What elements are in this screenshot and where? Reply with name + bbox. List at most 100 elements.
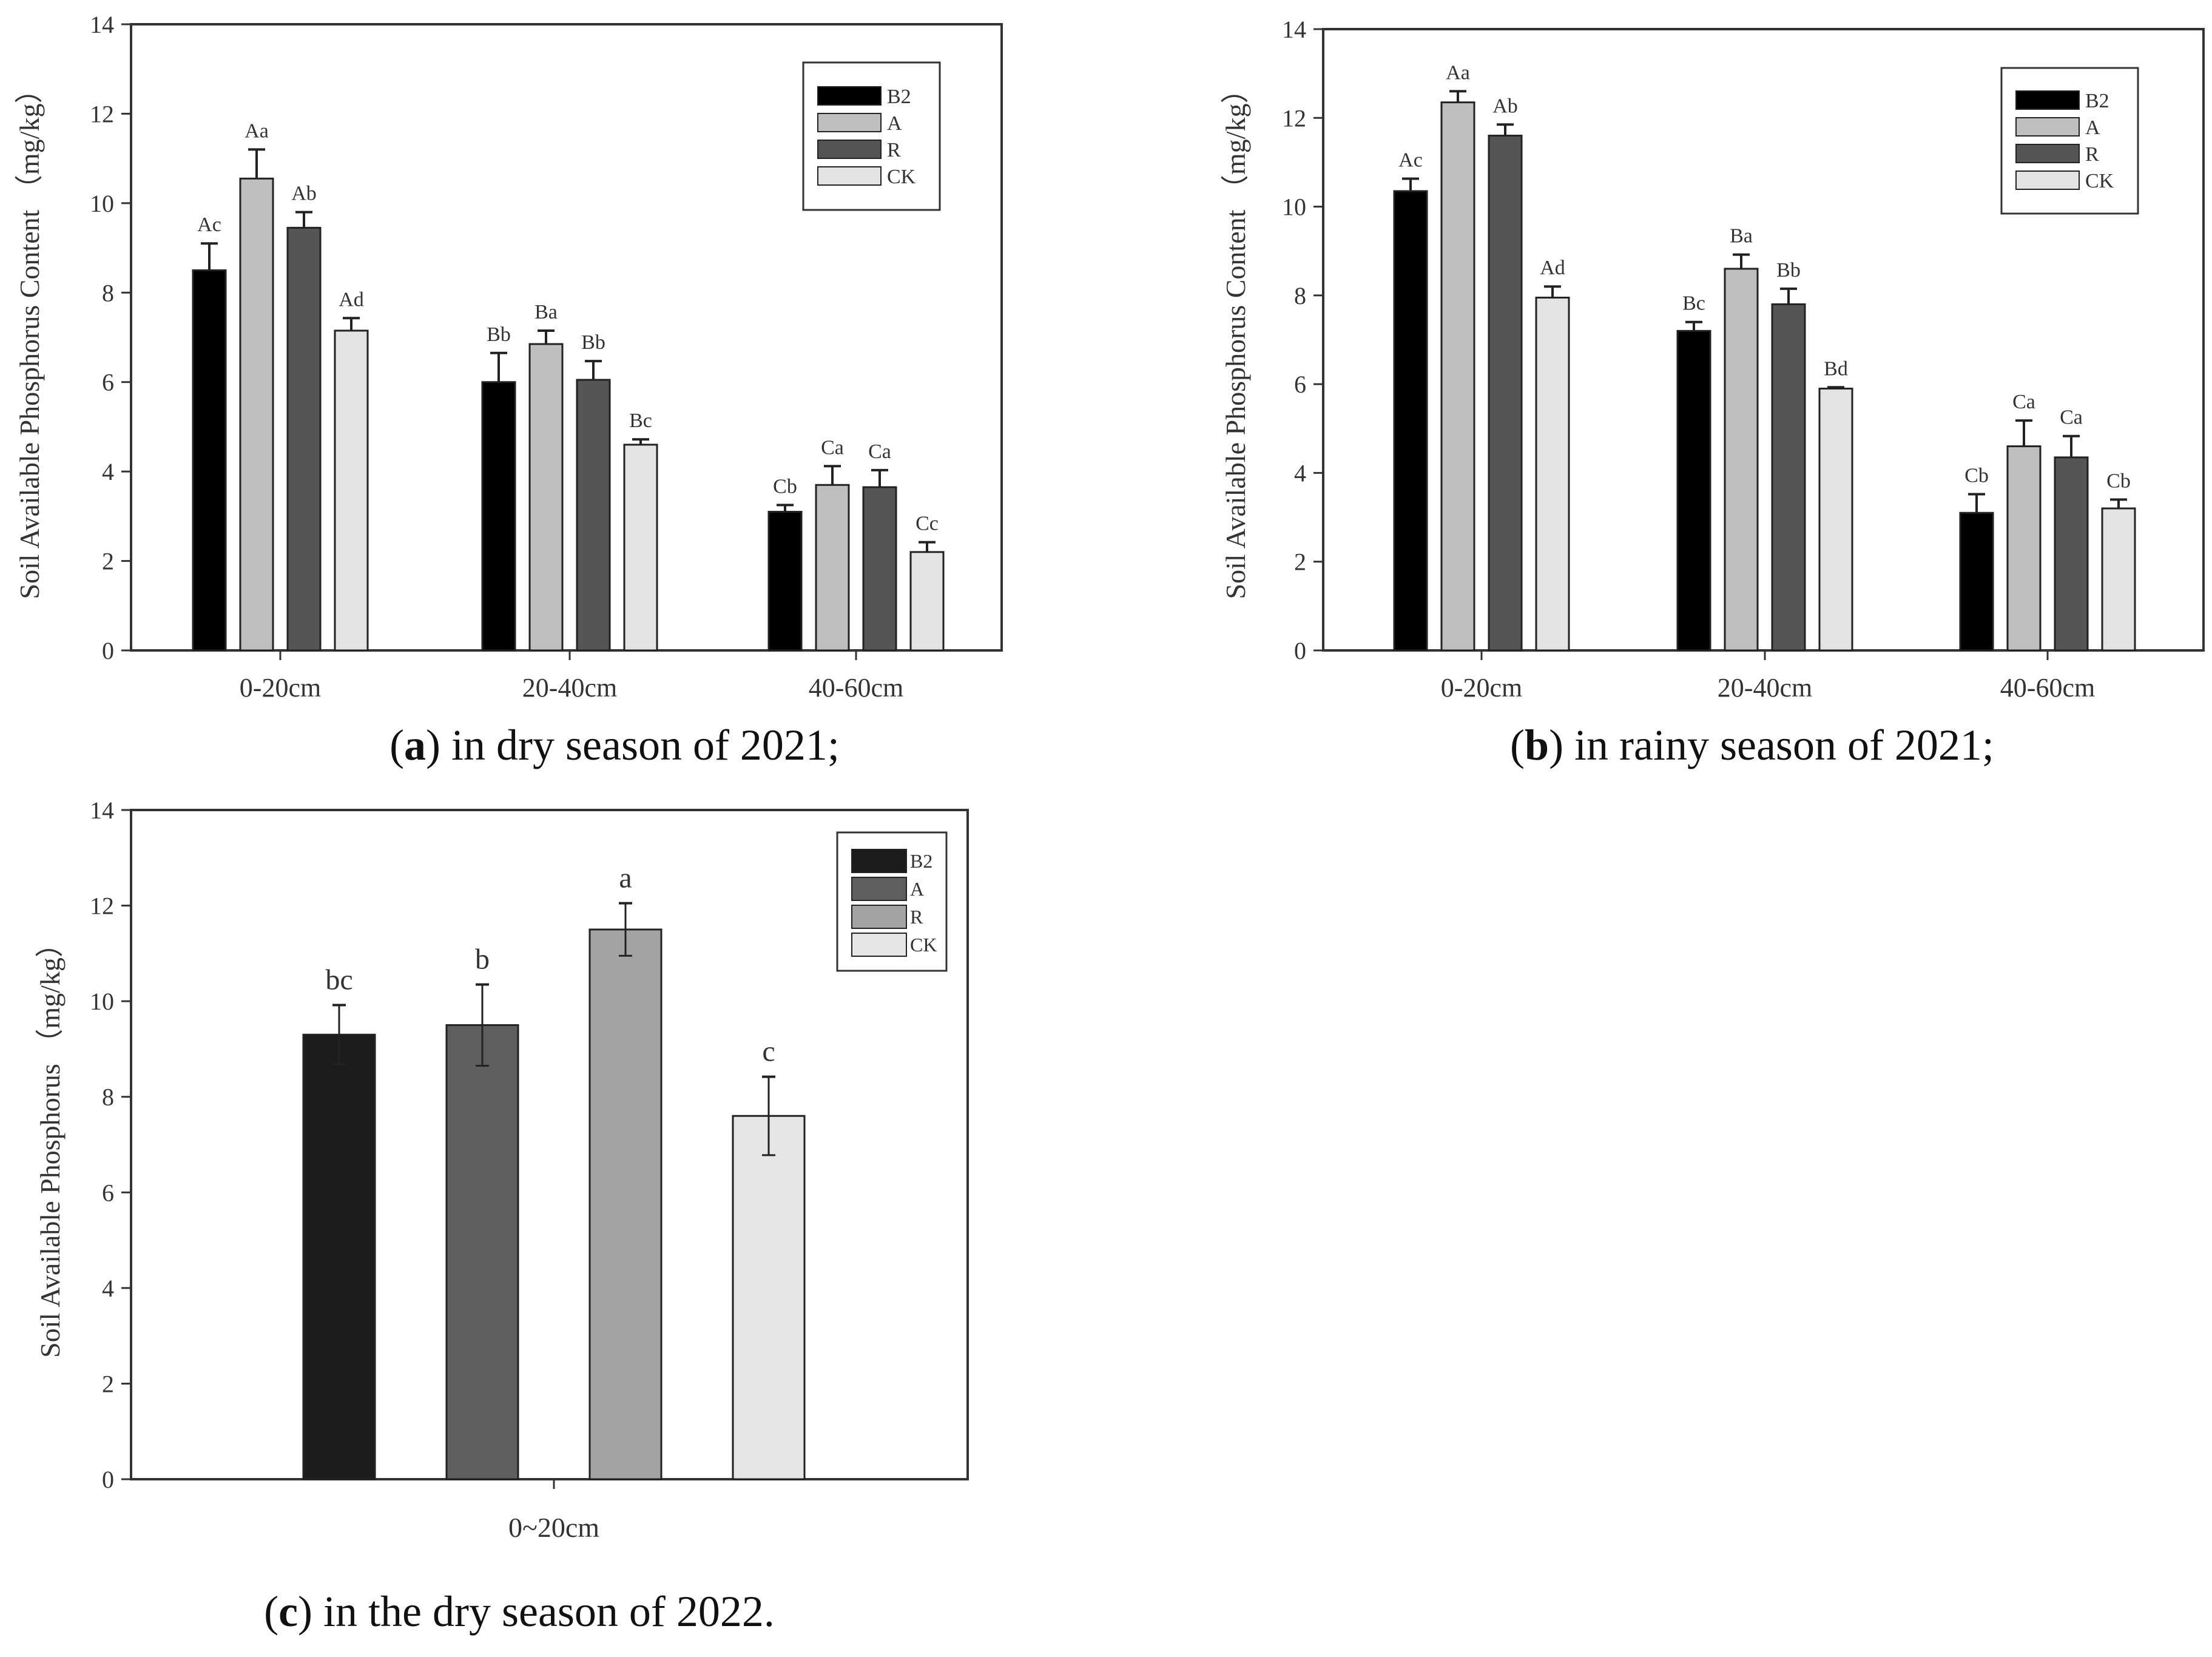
caption-a-letter: a <box>404 721 426 769</box>
caption-b-letter: b <box>1525 721 1549 769</box>
significance-label: Ad <box>1540 257 1565 279</box>
y-tick-label: 8 <box>1294 282 1306 309</box>
chart-a-frame <box>130 23 1003 652</box>
caption-c: (c) in the dry season of 2022. <box>264 1587 775 1636</box>
bar-b2-0-20cm <box>192 269 227 652</box>
caption-c-text: ) in the dry season of 2022. <box>298 1587 775 1636</box>
legend-swatch-r <box>2015 144 2080 163</box>
significance-label: Ba <box>1730 225 1753 248</box>
bar-r-0-20cm <box>588 928 663 1480</box>
bar-b2-20-40cm <box>481 381 516 652</box>
significance-label: bc <box>325 963 352 996</box>
significance-label: Aa <box>244 120 269 142</box>
legend-swatch-ck <box>817 166 882 186</box>
chart-b-frame <box>1322 28 2205 652</box>
chart-c-categories: 0~20cm <box>508 1479 599 1543</box>
significance-label: Ac <box>1398 149 1423 171</box>
legend-swatch-b2 <box>817 86 882 106</box>
chart-b-legend-box <box>2000 67 2139 215</box>
chart-b: 0 2 4 6 8 10 12 14 Ac Bc Cb Aa Ba Ca Ab Bb Ca Ad Bd Cb 0-2… <box>1220 16 2205 703</box>
significance-label: Cb <box>773 475 797 498</box>
caption-b-text: ) in rainy season of 2021; <box>1549 721 1994 769</box>
y-tick-label: 10 <box>90 190 114 217</box>
y-tick-label: 12 <box>1282 104 1306 132</box>
chart-c-y-ticks: 0 2 4 6 8 10 12 14 <box>90 797 131 1493</box>
legend-swatch-ck <box>2015 170 2080 190</box>
bar-a-0-20cm <box>1440 101 1475 652</box>
chart-b-y-ticks: 0 2 4 6 8 10 12 14 <box>1282 16 1323 664</box>
chart-b-y-axis-label: Soil Available Phosphorus Content （mg/kg… <box>1220 76 1251 599</box>
y-tick-label: 0 <box>1294 637 1306 664</box>
y-tick-label: 6 <box>102 369 114 396</box>
legend-label-r: R <box>910 906 923 928</box>
significance-label: Cb <box>2106 470 2131 492</box>
legend-label-b2: B2 <box>887 86 911 108</box>
significance-label: b <box>475 943 490 976</box>
y-tick-label: 2 <box>102 1370 114 1397</box>
significance-label: Ca <box>2012 391 2035 413</box>
chart-a-categories: 0-20cm 20-40cm 40-60cm <box>240 650 903 703</box>
bar-ck-20-40cm <box>623 444 658 652</box>
significance-label: Ab <box>291 183 317 205</box>
legend-swatch-a <box>817 113 882 132</box>
legend-label-b2: B2 <box>910 850 932 872</box>
caption-a: (a) in dry season of 2021; <box>389 721 840 769</box>
caption-b: (b) in rainy season of 2021; <box>1510 721 1994 769</box>
significance-label: Ca <box>821 436 844 459</box>
bar-a-20-40cm <box>528 343 564 652</box>
y-tick-label: 4 <box>102 458 114 485</box>
category-label-40-60cm: 40-60cm <box>2000 673 2095 703</box>
chart-a-legend: B2 A R CK <box>802 61 941 211</box>
significance-label: Ca <box>868 440 891 463</box>
y-tick-label: 8 <box>102 279 114 306</box>
significance-label: Bb <box>1776 259 1801 282</box>
category-label-0-20cm: 0-20cm <box>1441 673 1522 703</box>
bar-r-0-20cm <box>286 226 322 652</box>
y-tick-label: 4 <box>102 1275 114 1302</box>
legend-swatch-r <box>817 140 882 159</box>
chart-c-frame <box>130 809 969 1480</box>
bar-ck-0-20cm <box>1535 297 1570 652</box>
bar-ck-40-60cm <box>909 551 945 652</box>
bar-ck-0-20cm <box>334 329 369 652</box>
bar-b2-0-20cm <box>302 1033 376 1480</box>
caption-c-letter: c <box>278 1587 298 1636</box>
legend-label-r: R <box>887 139 901 161</box>
significance-label: Cb <box>1964 465 1989 487</box>
chart-c: 0 2 4 6 8 10 12 14 bc b a c 0~20cm Soil Available … <box>35 797 969 1543</box>
category-label-20-40cm: 20-40cm <box>1718 673 1812 703</box>
category-label-0-20cm: 0-20cm <box>240 673 321 703</box>
bar-a-0-20cm <box>239 177 274 652</box>
chart-c-legend: B2 A R CK <box>836 831 948 972</box>
category-label-20-40cm: 20-40cm <box>522 673 617 703</box>
legend-label-a: A <box>887 112 902 135</box>
significance-label: c <box>762 1036 775 1068</box>
bar-r-0-20cm <box>1488 135 1523 652</box>
y-tick-label: 6 <box>1294 371 1306 398</box>
legend-label-ck: CK <box>910 934 937 956</box>
legend-swatch-r <box>851 905 907 929</box>
y-tick-label: 14 <box>90 11 114 38</box>
significance-label: Ad <box>339 288 364 311</box>
legend-label-ck: CK <box>2085 170 2114 192</box>
significance-label: Bd <box>1824 357 1848 380</box>
legend-label-b2: B2 <box>2085 90 2109 112</box>
bar-b2-40-60cm <box>767 510 803 652</box>
category-label-0-20cm: 0~20cm <box>508 1512 599 1543</box>
chart-b-categories: 0-20cm 20-40cm 40-60cm <box>1441 650 2095 703</box>
chart-c-bars: bc b a c <box>302 862 806 1480</box>
y-tick-label: 0 <box>102 1466 114 1493</box>
bar-ck-0-20cm <box>732 1115 806 1480</box>
y-tick-label: 12 <box>90 100 114 127</box>
legend-label-a: A <box>910 878 924 900</box>
significance-label: Bc <box>629 410 652 432</box>
legend-swatch-ck <box>851 933 907 957</box>
significance-label: a <box>619 862 632 894</box>
y-tick-label: 12 <box>90 893 114 920</box>
category-label-40-60cm: 40-60cm <box>809 673 903 703</box>
y-tick-label: 0 <box>102 637 114 664</box>
legend-swatch-b2 <box>2015 90 2080 110</box>
chart-a-y-axis-label: Soil Available Phosphorus Content （mg/kg… <box>14 76 45 599</box>
bar-b2-20-40cm <box>1676 329 1711 652</box>
